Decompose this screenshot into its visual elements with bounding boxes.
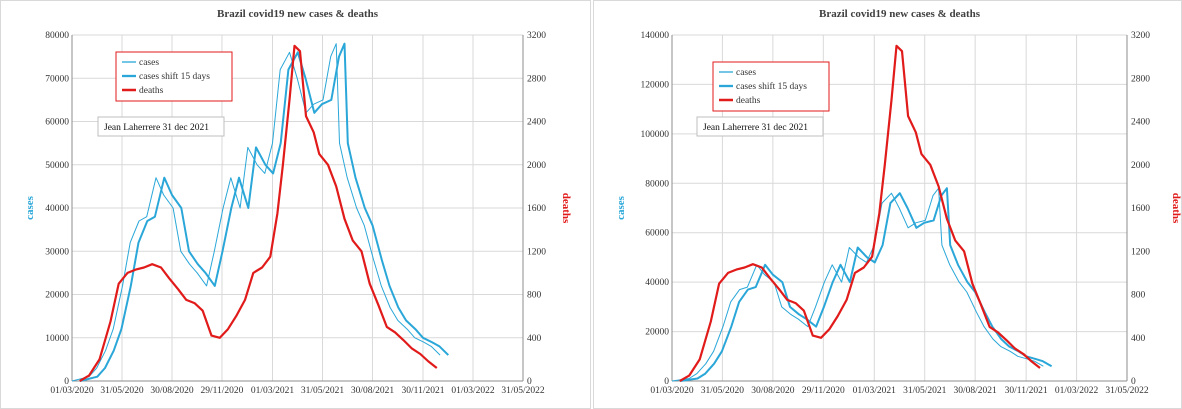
- y-left-tick-label: 0: [664, 377, 669, 387]
- x-tick-label: 31/05/2021: [301, 386, 345, 396]
- y-left-tick-label: 0: [64, 377, 69, 387]
- chart-panel-left: Brazil covid19 new cases & deaths 0 10000 2…: [0, 0, 591, 409]
- y-right-tick-label: 800: [527, 291, 542, 301]
- legend-label: cases shift 15 days: [139, 71, 210, 82]
- x-tick-label: 30/11/2021: [1005, 386, 1048, 396]
- y-right-tick-label: 1600: [527, 204, 546, 214]
- x-tick-label: 01/03/2022: [451, 386, 495, 396]
- chart-title: Brazil covid19 new cases & deaths: [217, 8, 379, 20]
- legend-label: deaths: [139, 86, 164, 96]
- y-left-tick-label: 40000: [45, 204, 69, 214]
- y-right-tick-label: 1200: [1131, 247, 1150, 257]
- y-right-tick-label: 1600: [1131, 204, 1150, 214]
- x-tick-label: 31/05/2021: [903, 386, 947, 396]
- y-left-tick-label: 10000: [45, 334, 69, 344]
- x-tick-label: 30/08/2020: [150, 386, 194, 396]
- y-left-tick-label: 30000: [45, 247, 69, 257]
- y-right-tick-label: 2400: [527, 118, 546, 128]
- chart-border: [593, 0, 1182, 409]
- series-line-cases-shift-15-days: [680, 187, 1053, 382]
- y-right-tick-label: 3200: [1131, 31, 1150, 41]
- x-tick-label: 01/03/2022: [1055, 386, 1099, 396]
- x-tick-label: 31/05/2022: [501, 386, 545, 396]
- x-tick-label: 29/11/2020: [802, 386, 845, 396]
- y-left-tick-label: 100000: [641, 130, 670, 140]
- y-right-tick-label: 800: [1131, 291, 1146, 301]
- x-tick-label: 30/11/2021: [402, 386, 445, 396]
- chart-border: [0, 0, 591, 409]
- x-tick-label: 31/05/2022: [1105, 386, 1149, 396]
- x-tick-label: 01/03/2021: [251, 386, 295, 396]
- author-note: Jean Laherrere 31 dec 2021: [703, 123, 808, 133]
- x-tick-label: 01/03/2020: [50, 386, 94, 396]
- y-right-tick-label: 2000: [1131, 161, 1150, 171]
- y-right-tick-label: 400: [527, 334, 542, 344]
- x-tick-label: 30/08/2021: [954, 386, 998, 396]
- legend-label: cases: [736, 68, 756, 78]
- y-left-tick-label: 40000: [645, 278, 669, 288]
- y-left-tick-label: 60000: [645, 229, 669, 239]
- y-right-tick-label: 0: [1131, 377, 1136, 387]
- y-right-tick-label: 400: [1131, 334, 1146, 344]
- y-right-tick-label: 2000: [527, 161, 546, 171]
- y-right-tick-label: 2800: [527, 74, 546, 84]
- x-tick-label: 30/08/2020: [751, 386, 795, 396]
- y-left-tick-label: 140000: [641, 31, 670, 41]
- chart-right-svg: Brazil covid19 new cases & deaths0200004…: [593, 0, 1182, 409]
- author-note-box: [696, 116, 824, 137]
- y-left-tick-label: 50000: [45, 161, 69, 171]
- y-right-tick-label: 2800: [1131, 74, 1150, 84]
- y-right-tick-label: 3200: [527, 31, 546, 41]
- x-tick-label: 31/05/2020: [701, 386, 745, 396]
- y-left-tick-label: 70000: [45, 74, 69, 84]
- y-left-tick-label: 60000: [45, 118, 69, 128]
- series-line-deaths: [79, 44, 438, 382]
- y-left-tick-label: 80000: [45, 31, 69, 41]
- y-right-tick-label: 1200: [527, 247, 546, 257]
- x-tick-label: 01/03/2020: [650, 386, 694, 396]
- y-right-tick-label: 0: [527, 377, 532, 387]
- legend-label: cases shift 15 days: [736, 81, 807, 92]
- chart-title: Brazil covid19 new cases & deaths: [819, 8, 981, 20]
- x-tick-label: 30/08/2021: [351, 386, 395, 396]
- y-left-axis-label: cases: [24, 195, 36, 220]
- series-line-cases: [671, 187, 1044, 382]
- y-left-tick-label: 120000: [641, 80, 670, 90]
- y-left-tick-label: 20000: [45, 291, 69, 301]
- y-right-tick-label: 2400: [1131, 118, 1150, 128]
- chart-panel-right: Brazil covid19 new cases & deaths 0 20000 4…: [593, 0, 1182, 409]
- x-tick-label: 29/11/2020: [200, 386, 243, 396]
- author-note-box: [97, 116, 225, 137]
- x-tick-label: 01/03/2021: [853, 386, 897, 396]
- series-line-cases-shift-15-days: [79, 42, 450, 382]
- chart-left-svg: Brazil covid19 new cases & deaths 0 10000 2…: [0, 0, 591, 409]
- author-note: Jean Laherrere 31 dec 2021: [104, 123, 209, 133]
- y-left-axis-label: cases: [615, 195, 627, 220]
- y-right-axis-label: deaths: [560, 193, 572, 224]
- legend-label: cases: [139, 58, 159, 68]
- y-right-axis-label: deaths: [1170, 193, 1182, 224]
- y-left-tick-label: 80000: [645, 179, 669, 189]
- legend-label: deaths: [736, 96, 761, 106]
- series-line-deaths: [679, 44, 1041, 382]
- x-tick-label: 31/05/2020: [100, 386, 144, 396]
- series-line-cases: [71, 43, 441, 382]
- y-left-tick-label: 20000: [645, 328, 669, 338]
